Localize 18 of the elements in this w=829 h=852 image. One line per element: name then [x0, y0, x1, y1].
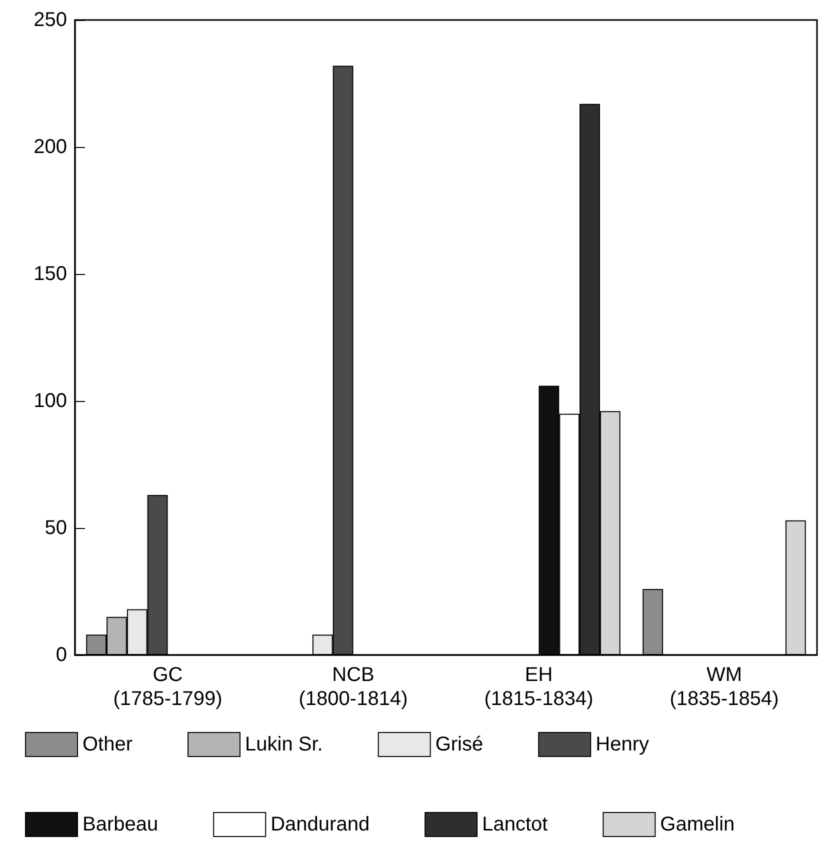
x-tick-label: GC (1785-1799): [113, 664, 222, 710]
legend-label: Other: [82, 734, 133, 756]
y-tick-label: 150: [34, 263, 67, 285]
y-tick-label: 250: [34, 9, 67, 31]
x-tick-label: EH (1815-1834): [484, 664, 594, 710]
y-tick-label: 50: [44, 517, 67, 539]
x-tick-label: NCB (1800-1814): [298, 664, 408, 710]
legend-label: Grisé: [435, 734, 484, 756]
legend-label: Dandurand: [270, 814, 370, 836]
legend-label: Barbeau: [82, 814, 158, 836]
y-tick-label: 100: [34, 390, 67, 412]
legend-label: Gamelin: [660, 814, 735, 836]
x-tick-label: WM (1835-1854): [670, 664, 779, 710]
legend-label: Lanctot: [482, 814, 548, 836]
legend-label: Henry: [596, 734, 649, 756]
y-tick-label: 0: [56, 644, 67, 666]
legend-label: Lukin Sr.: [245, 734, 323, 756]
y-tick-label: 200: [34, 136, 67, 158]
